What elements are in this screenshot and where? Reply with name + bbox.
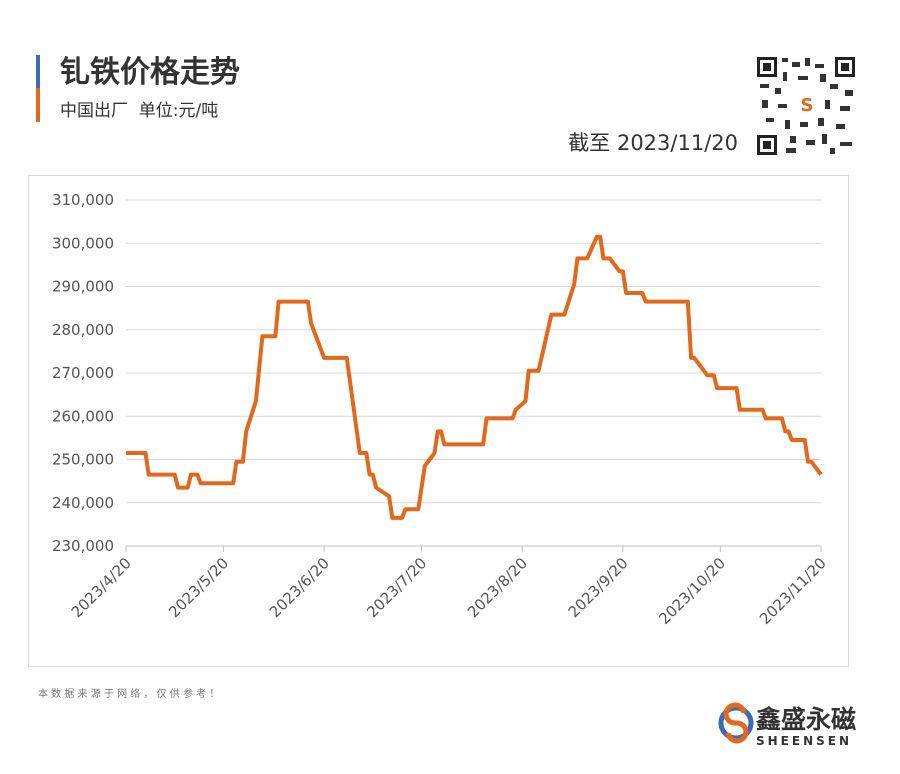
x-tick-label: 2023/11/20 [756, 554, 830, 628]
svg-text:S: S [801, 95, 814, 116]
y-tick-label: 310,000 [52, 191, 114, 209]
x-tick-label: 2023/4/20 [68, 554, 135, 621]
y-tick-label: 300,000 [52, 234, 114, 252]
brand-name-en: SHEENSEN [756, 734, 852, 748]
title: 钆铁价格走势 [60, 55, 240, 90]
x-tick-label: 2023/9/20 [565, 554, 632, 621]
brand-logo [718, 702, 754, 744]
x-tick-label: 2023/7/20 [363, 554, 430, 621]
accent-bar [36, 88, 40, 122]
x-tick-label: 2023/8/20 [464, 554, 531, 621]
y-tick-label: 230,000 [52, 537, 114, 555]
x-tick-label: 2023/10/20 [655, 554, 729, 628]
y-tick-label: 250,000 [52, 451, 114, 469]
y-tick-label: 270,000 [52, 364, 114, 382]
subtitle: 中国出厂 单位:元/吨 [60, 101, 218, 121]
x-tick-label: 2023/6/20 [266, 554, 333, 621]
brand-name: 鑫盛永磁 [756, 705, 856, 734]
plot-frame [28, 175, 849, 667]
accent-bar [36, 55, 40, 88]
y-tick-label: 290,000 [52, 278, 114, 296]
y-tick-label: 280,000 [52, 321, 114, 339]
y-tick-label: 240,000 [52, 494, 114, 512]
as-of-date: 截至 2023/11/20 [568, 131, 738, 155]
price-line [126, 234, 823, 520]
y-tick-label: 260,000 [52, 407, 114, 425]
x-tick-label: 2023/5/20 [165, 554, 232, 621]
qr-code: S [756, 56, 856, 156]
footer-note: 本 数 据 来 源 于 网 络 ， 仅 供 参 考 ！ [38, 687, 219, 700]
